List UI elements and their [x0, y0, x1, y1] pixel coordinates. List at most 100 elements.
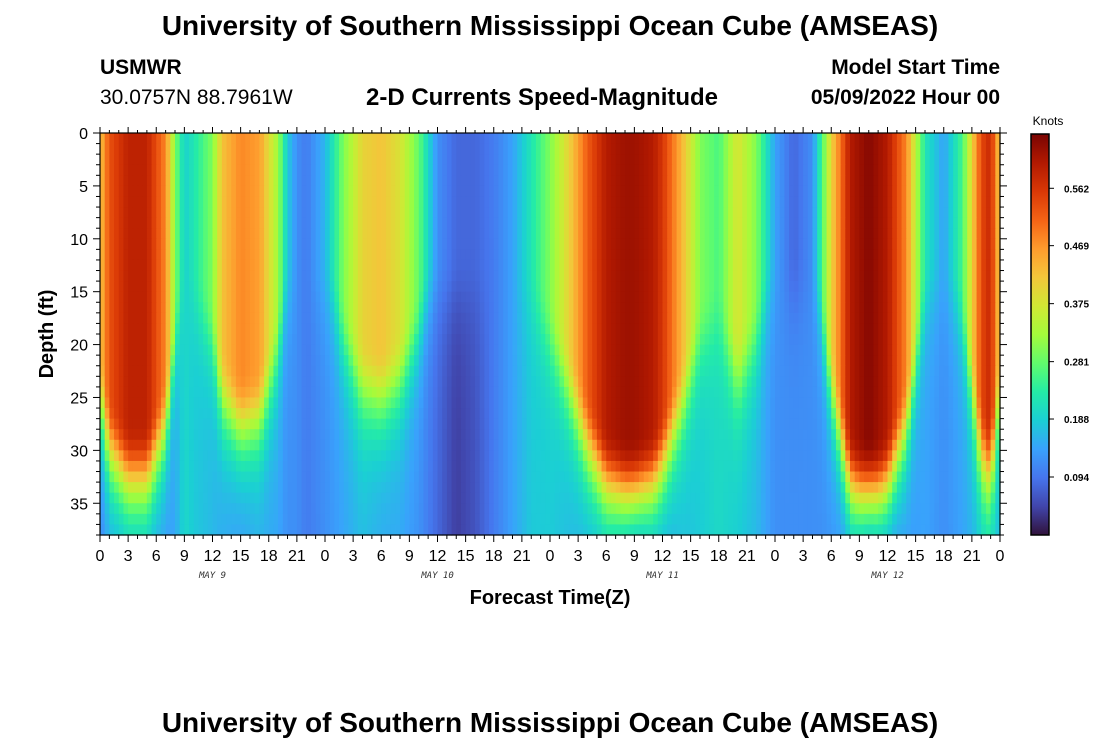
heatmap-cell: [582, 175, 589, 187]
heatmap-cell: [254, 302, 260, 314]
heatmap-cell: [456, 185, 462, 198]
heatmap-cell: [292, 154, 298, 166]
heatmap-cell: [507, 185, 514, 198]
heatmap-cell: [648, 175, 654, 187]
heatmap-cell: [873, 207, 879, 219]
heatmap-cell: [643, 175, 650, 187]
heatmap-cell: [718, 259, 725, 272]
heatmap-cell: [535, 323, 542, 335]
heatmap-cell: [850, 270, 856, 282]
heatmap-cell: [456, 376, 462, 388]
heatmap-cell: [671, 344, 678, 356]
heatmap-cell: [395, 185, 401, 198]
heatmap-cell: [770, 249, 776, 261]
heatmap-cell: [301, 185, 307, 198]
heatmap-cell: [507, 133, 514, 145]
heatmap-cell: [685, 249, 692, 261]
heatmap-cell: [714, 281, 720, 293]
heatmap-cell: [676, 355, 682, 367]
heatmap-cell: [957, 207, 964, 219]
heatmap-cell: [385, 259, 392, 272]
heatmap-cell: [915, 154, 921, 166]
heatmap-cell: [254, 154, 260, 166]
heatmap-cell: [273, 334, 279, 346]
heatmap-cell: [442, 323, 448, 335]
heatmap-cell: [554, 291, 560, 303]
heatmap-cell: [845, 259, 851, 272]
heatmap-cell: [465, 397, 471, 409]
heatmap-cell: [348, 164, 354, 176]
heatmap-cell: [414, 175, 420, 187]
heatmap-cell: [123, 376, 129, 388]
heatmap-cell: [400, 154, 406, 166]
heatmap-cell: [709, 175, 715, 187]
heatmap-cell: [564, 133, 570, 145]
heatmap-cell: [357, 323, 364, 335]
heatmap-cell: [296, 249, 303, 261]
heatmap-cell: [737, 291, 743, 303]
heatmap-cell: [732, 302, 739, 314]
heatmap-cell: [578, 228, 584, 240]
heatmap-cell: [634, 259, 640, 272]
heatmap-cell: [695, 344, 701, 356]
heatmap-cell: [901, 397, 907, 409]
heatmap-cell: [850, 323, 856, 335]
heatmap-cell: [770, 334, 776, 346]
heatmap-cell: [498, 143, 504, 155]
heatmap-cell: [423, 302, 429, 314]
heatmap-cell: [657, 185, 664, 198]
heatmap-cell: [114, 344, 120, 356]
heatmap-cell: [756, 376, 762, 388]
heatmap-cell: [254, 376, 260, 388]
heatmap-cell: [376, 207, 382, 219]
heatmap-cell: [948, 249, 954, 261]
heatmap-cell: [390, 270, 396, 282]
heatmap-cell: [175, 281, 181, 293]
heatmap-cell: [925, 228, 931, 240]
heatmap-cell: [990, 386, 996, 399]
heatmap-cell: [845, 376, 851, 388]
heatmap-cell: [207, 270, 214, 282]
heatmap-cell: [151, 228, 157, 240]
heatmap-cell: [732, 344, 739, 356]
heatmap-cell: [746, 355, 753, 367]
heatmap-cell: [235, 312, 242, 325]
heatmap-cell: [128, 386, 134, 399]
heatmap-cell: [329, 133, 335, 145]
heatmap-cell: [273, 344, 279, 356]
heatmap-cell: [732, 281, 739, 293]
heatmap-cell: [376, 249, 382, 261]
heatmap-cell: [859, 376, 865, 388]
heatmap-cell: [460, 334, 467, 346]
heatmap-cell: [198, 386, 204, 399]
heatmap-cell: [250, 302, 256, 314]
heatmap-cell: [325, 228, 331, 240]
heatmap-cell: [906, 154, 912, 166]
heatmap-cell: [432, 376, 439, 388]
heatmap-cell: [470, 185, 476, 198]
heatmap-cell: [784, 259, 790, 272]
heatmap-cell: [845, 323, 851, 335]
heatmap-cell: [339, 228, 345, 240]
heatmap-cell: [667, 386, 673, 399]
heatmap-cell: [264, 312, 270, 325]
heatmap-cell: [451, 291, 457, 303]
heatmap-cell: [353, 302, 359, 314]
heatmap-cell: [728, 397, 734, 409]
heatmap-cell: [920, 175, 926, 187]
heatmap-cell: [301, 312, 307, 325]
heatmap-cell: [465, 207, 471, 219]
heatmap-cell: [484, 154, 490, 166]
heatmap-cell: [128, 334, 134, 346]
heatmap-cell: [990, 323, 996, 335]
heatmap-cell: [198, 323, 204, 335]
heatmap-cell: [470, 386, 476, 399]
heatmap-cell: [746, 334, 753, 346]
heatmap-cell: [175, 133, 181, 145]
heatmap-cell: [531, 397, 537, 409]
heatmap-cell: [793, 217, 800, 229]
heatmap-cell: [146, 302, 153, 314]
heatmap-cell: [625, 323, 631, 335]
heatmap-cell: [676, 302, 682, 314]
heatmap-cell: [334, 323, 340, 335]
